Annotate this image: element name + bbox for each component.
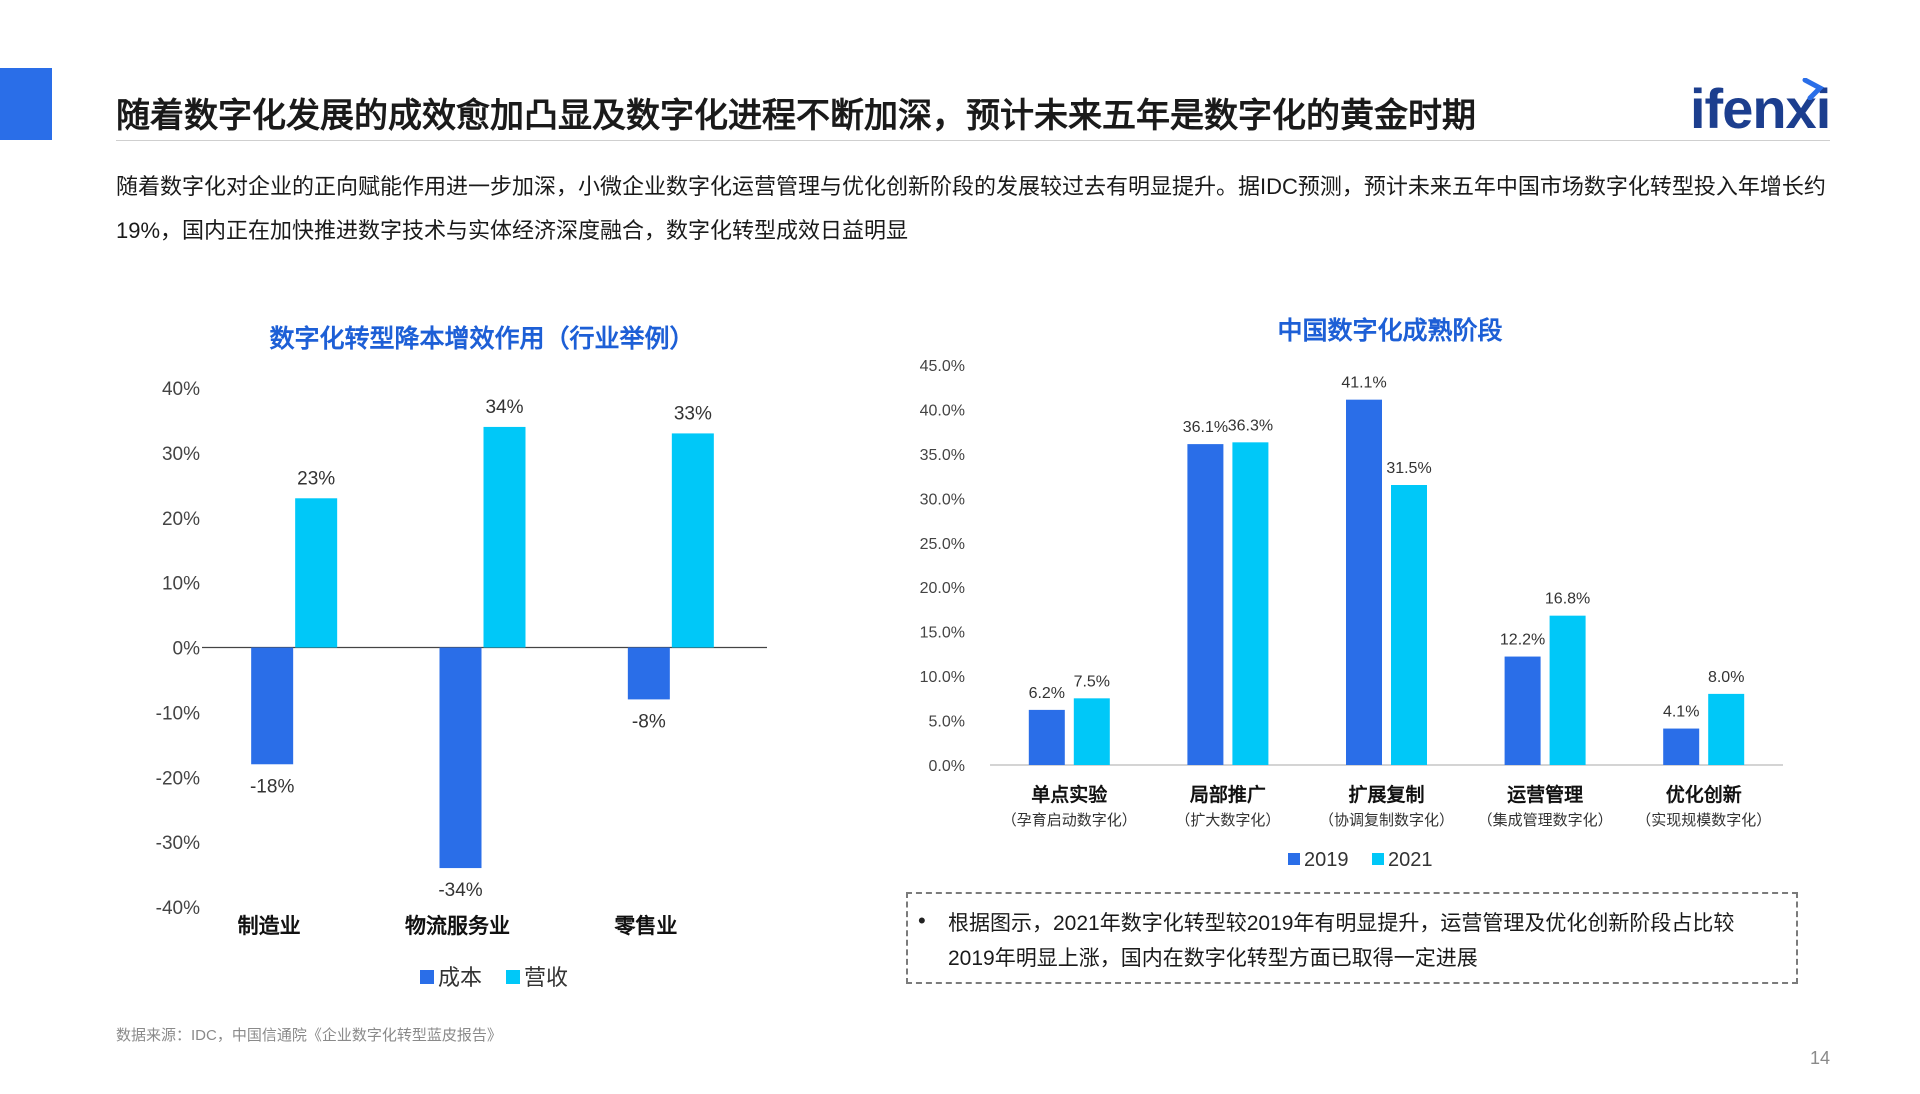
chart1-bar [671, 433, 714, 648]
chart2-ytick: 10.0% [920, 669, 965, 686]
chart2-data-label: 36.1% [1183, 419, 1228, 436]
chart2-bar [1028, 709, 1065, 765]
chart2-ytick: 35.0% [920, 447, 965, 464]
chart1-bar [483, 426, 526, 648]
intro-paragraph: 随着数字化对企业的正向赋能作用进一步加深，小微企业数字化运营管理与优化创新阶段的… [116, 174, 1826, 243]
chart1-data-label: 23% [297, 468, 335, 489]
chart2-ytick: 25.0% [920, 536, 965, 553]
chart2-legend-label: 2021 [1388, 849, 1433, 871]
chart2-subcategory-label: （孕育启动数字化） [1002, 812, 1137, 829]
chart2-bar [1187, 444, 1224, 765]
chart2-category-label: 优化创新 [1666, 783, 1742, 806]
note-box: • 根据图示，2021年数字化转型较2019年有明显提升，运营管理及优化创新阶段… [906, 892, 1798, 984]
chart2-ytick: 20.0% [920, 580, 965, 597]
chart2-data-label: 6.2% [1029, 685, 1065, 702]
chart2-category-label: 运营管理 [1507, 783, 1583, 806]
chart2-bar [1549, 615, 1586, 765]
chart1-data-label: -34% [438, 880, 482, 901]
chart2-title: 中国数字化成熟阶段 [1277, 316, 1502, 345]
chart2-ytick: 30.0% [920, 491, 965, 508]
accent-bar [0, 68, 52, 140]
chart2-bar [1391, 485, 1427, 765]
chart2-ytick: 0.0% [929, 758, 965, 775]
chart1-category-label: 物流服务业 [405, 914, 510, 938]
chart1-legend-swatch [506, 970, 520, 984]
chart2-bar [1708, 693, 1745, 765]
chart1-category-label: 零售业 [613, 914, 677, 938]
chart2-category-label: 单点实验 [1031, 783, 1108, 806]
chart1-ytick: 0% [173, 639, 201, 660]
chart1-bar [627, 647, 670, 700]
chart2-category-label: 局部推广 [1190, 783, 1266, 806]
chart1-ytick: -10% [156, 703, 200, 724]
page-number: 14 [1810, 1048, 1831, 1068]
chart2-ytick: 15.0% [920, 625, 965, 642]
page-title: 随着数字化发展的成效愈加凸显及数字化进程不断加深，预计未来五年是数字化的黄金时期 [116, 97, 1476, 135]
chart2-ytick: 5.0% [929, 714, 965, 731]
chart2-data-label: 41.1% [1341, 375, 1386, 392]
chart2-subcategory-label: （集成管理数字化） [1478, 812, 1613, 829]
chart2-bar [1663, 728, 1700, 765]
chart2-legend-label: 2019 [1304, 849, 1349, 871]
chart2-bar [1346, 399, 1382, 765]
chart2-bar [1232, 442, 1269, 765]
chart2-data-label: 12.2% [1500, 632, 1545, 649]
chart2-data-label: 16.8% [1545, 591, 1590, 608]
chart1-ytick: 30% [162, 444, 200, 465]
cost-revenue-chart: 数字化转型降本增效作用（行业举例） 40% 30% 20% 10% 0% -10% -20% -… [156, 324, 767, 990]
chart2-data-label: 31.5% [1386, 460, 1431, 477]
brand-logo: ifenxi [1690, 77, 1831, 140]
chart1-ytick: -40% [156, 898, 200, 919]
chart1-data-label: 34% [485, 397, 523, 418]
chart2-bar [1073, 698, 1110, 765]
chart1-data-label: 33% [674, 403, 712, 424]
chart1-bar [251, 647, 294, 765]
chart1-ytick: -20% [156, 768, 200, 789]
chart2-bar [1504, 656, 1541, 765]
chart2-ytick: 45.0% [920, 358, 965, 375]
chart2-legend-swatch [1372, 853, 1384, 865]
chart1-bar [295, 498, 338, 648]
chart1-category-label: 制造业 [238, 914, 301, 938]
chart2-ytick: 40.0% [920, 402, 965, 419]
chart2-legend-swatch [1288, 853, 1300, 865]
chart2-data-label: 7.5% [1074, 673, 1110, 690]
chart2-category-label: 扩展复制 [1348, 783, 1424, 806]
chart2-data-label: 4.1% [1663, 704, 1699, 721]
data-source: 数据来源：IDC，中国信通院《企业数字化转型蓝皮报告》 [116, 1027, 502, 1044]
chart1-data-label: -18% [250, 776, 294, 797]
chart2-data-label: 8.0% [1708, 669, 1744, 686]
logo-tick-icon [1802, 78, 1824, 100]
note-bullet: • [918, 908, 926, 933]
chart1-legend-swatch [420, 970, 434, 984]
chart2-data-label: 36.3% [1228, 417, 1273, 434]
maturity-stage-chart: 中国数字化成熟阶段 45.0% 40.0% 35.0% 30.0% 25.0% 20.0% 1… [920, 316, 1783, 871]
chart1-bar [439, 647, 482, 869]
chart1-ytick: 40% [162, 379, 200, 400]
chart1-ytick: -30% [156, 833, 200, 854]
chart1-ytick: 10% [162, 574, 200, 595]
chart1-title: 数字化转型降本增效作用（行业举例） [269, 324, 694, 353]
chart1-legend-label: 营收 [524, 965, 568, 990]
chart1-legend-label: 成本 [438, 965, 482, 990]
chart2-subcategory-label: （扩大数字化） [1175, 812, 1280, 829]
chart1-data-label: -8% [632, 711, 666, 732]
chart1-ytick: 20% [162, 509, 200, 530]
note-text: 根据图示，2021年数字化转型较2019年有明显提升，运营管理及优化创新阶段占比… [948, 912, 1735, 970]
title-divider [116, 140, 1830, 141]
chart2-subcategory-label: （协调复制数字化） [1319, 811, 1454, 829]
chart2-subcategory-label: （实现规模数字化） [1636, 812, 1771, 829]
